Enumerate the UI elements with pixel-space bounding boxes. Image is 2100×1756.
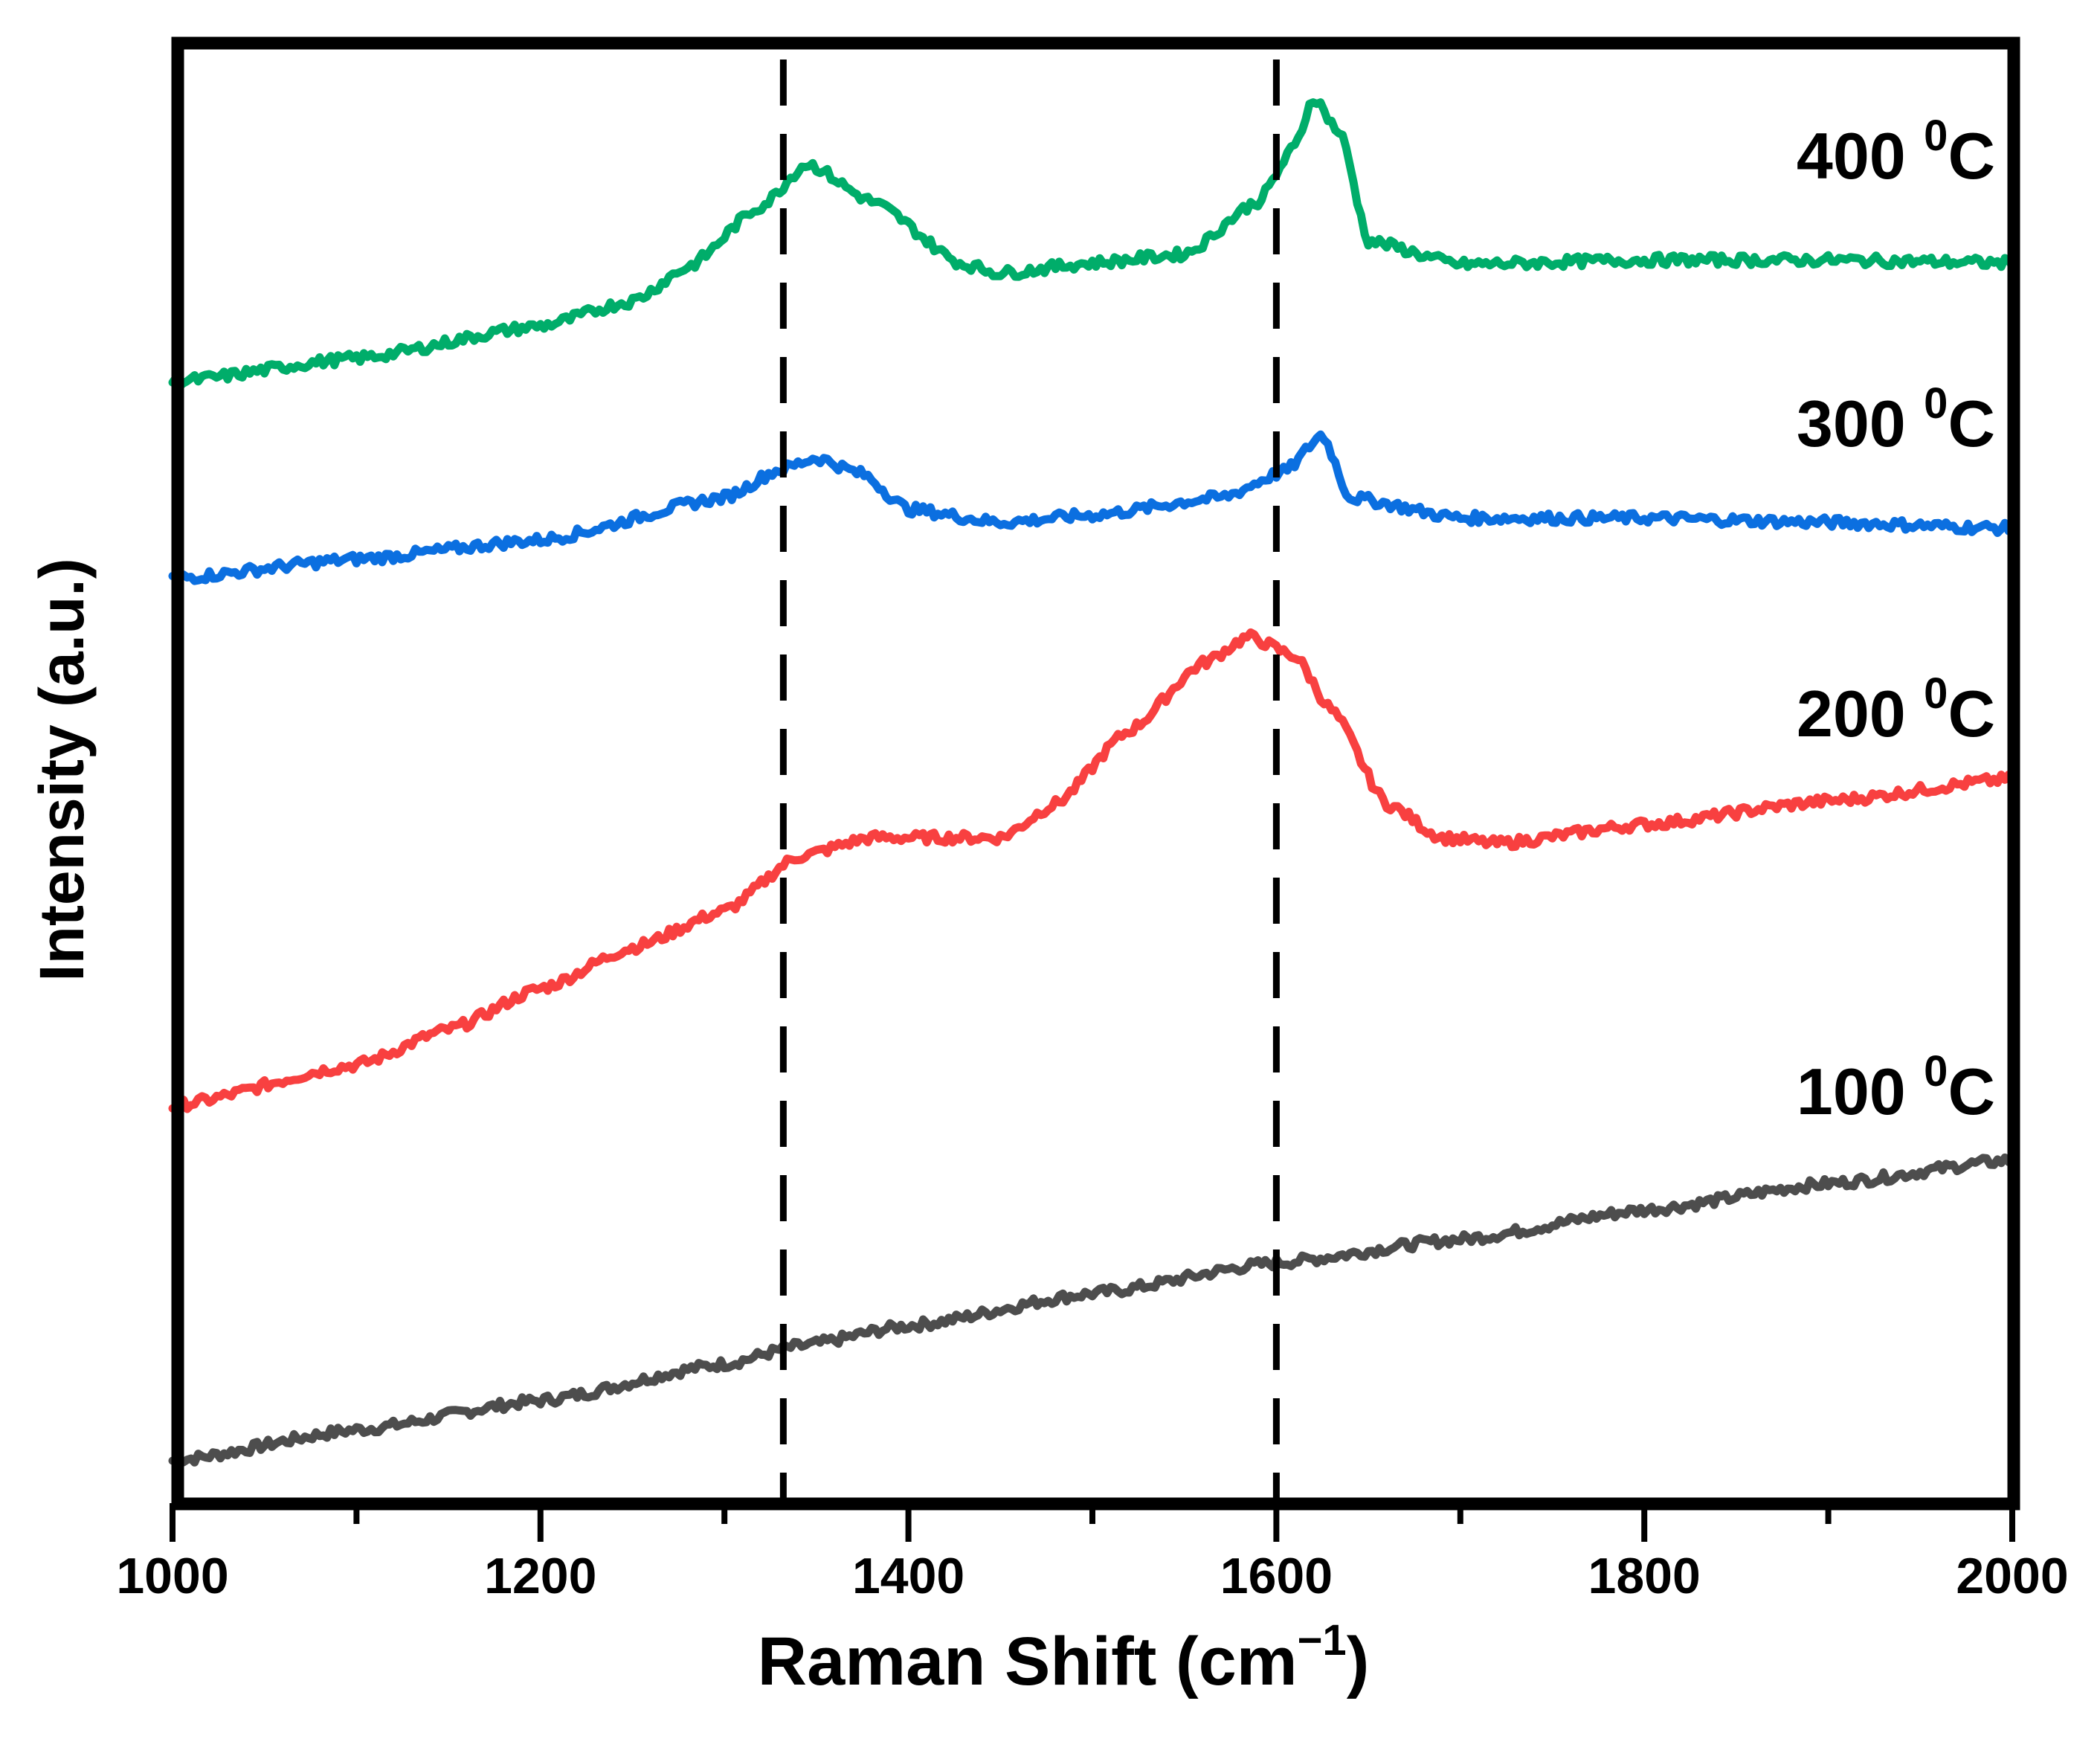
series-label-300: 300 0C (1797, 379, 1995, 460)
x-axis-ticks: 1000 1200 1400 1600 1800 2000 (116, 1503, 2069, 1604)
series-label-100: 100 0C (1797, 1047, 1995, 1128)
x-axis-label: Raman Shift (cm−1) (758, 1616, 1370, 1699)
series-300-line (168, 430, 2017, 585)
x-tick-label: 1400 (852, 1548, 964, 1604)
plot-frame (171, 36, 2020, 1511)
x-axis-label-main: Raman Shift (cm (758, 1624, 1298, 1699)
y-axis-label: Intensity (a.u.) (27, 558, 97, 981)
x-tick-label: 2000 (1956, 1548, 2068, 1604)
series-label-sup: 0 (1924, 669, 1948, 718)
x-tick-label: 1800 (1588, 1548, 1701, 1604)
series-label-sup: 0 (1924, 379, 1948, 428)
series-400-line (168, 98, 2017, 390)
series-label-200: 200 0C (1797, 669, 1995, 750)
reference-lines (779, 60, 1280, 1503)
series-label-value: 300 (1797, 387, 1924, 460)
series-label-unit: C (1948, 387, 1995, 460)
x-tick-label: 1000 (116, 1548, 228, 1604)
series-label-value: 400 (1797, 119, 1924, 193)
x-tick-label: 1600 (1220, 1548, 1333, 1604)
series-label-sup: 0 (1924, 1047, 1948, 1096)
series-label-unit: C (1948, 677, 1995, 750)
series-200-line (168, 628, 2017, 1113)
x-axis-label-sup: −1 (1298, 1616, 1347, 1665)
x-tick-label: 1200 (484, 1548, 596, 1604)
x-axis-label-close: ) (1347, 1624, 1370, 1699)
series-label-value: 100 (1797, 1055, 1924, 1128)
series-label-value: 200 (1797, 677, 1924, 750)
series-label-unit: C (1948, 1055, 1995, 1128)
series-label-400: 400 0C (1797, 112, 1995, 193)
series-label-sup: 0 (1924, 112, 1948, 160)
series-label-unit: C (1948, 119, 1995, 193)
series-layer (168, 98, 2017, 1468)
series-100-line (168, 1153, 2017, 1468)
